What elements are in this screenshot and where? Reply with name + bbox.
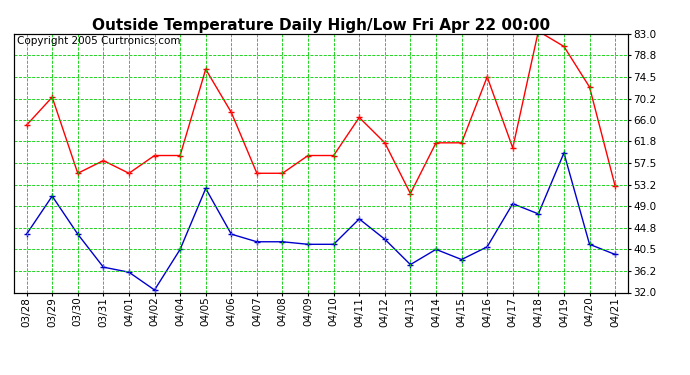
Title: Outside Temperature Daily High/Low Fri Apr 22 00:00: Outside Temperature Daily High/Low Fri A… xyxy=(92,18,550,33)
Text: Copyright 2005 Curtronics.com: Copyright 2005 Curtronics.com xyxy=(17,36,180,46)
